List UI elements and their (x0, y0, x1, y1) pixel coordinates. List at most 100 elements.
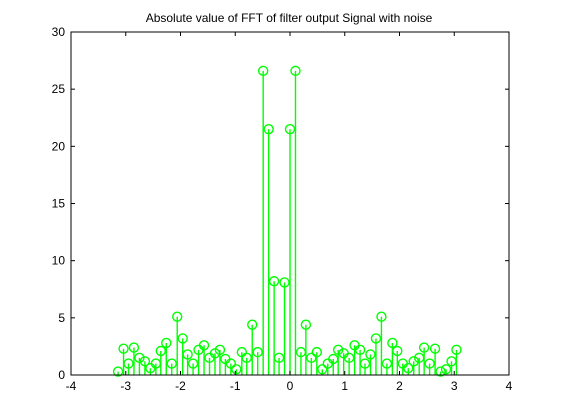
x-tick-label: -3 (120, 379, 131, 393)
stem (359, 358, 371, 375)
stem-marker (161, 337, 172, 349)
stem (177, 333, 188, 375)
stem-marker (370, 333, 382, 344)
y-tick-label: 15 (52, 197, 66, 211)
y-tick-label: 20 (52, 139, 66, 153)
stem-marker (273, 352, 285, 364)
stem (365, 349, 376, 375)
stem-marker (268, 276, 280, 287)
stem-marker (247, 319, 258, 330)
stem-marker (306, 352, 317, 364)
x-tick-label: 1 (341, 379, 348, 393)
stem-marker (198, 340, 210, 351)
stem (424, 358, 435, 375)
stem (418, 342, 430, 375)
stem (403, 362, 414, 375)
x-tick-label: 2 (396, 379, 403, 393)
stem (273, 352, 285, 375)
stem-marker (172, 311, 183, 322)
x-tick-label: 3 (451, 379, 458, 393)
stem (182, 349, 193, 375)
stem (429, 343, 441, 375)
stem-marker (332, 344, 344, 356)
stem (440, 364, 452, 375)
stem (279, 277, 290, 375)
stem (306, 352, 317, 375)
stem (284, 123, 296, 375)
stem (231, 364, 242, 375)
stem (247, 319, 258, 375)
stem-marker (177, 333, 188, 344)
stem (241, 352, 252, 375)
stem (451, 344, 462, 375)
stem (387, 337, 398, 375)
stem (123, 358, 134, 375)
stem (392, 345, 403, 375)
stem (300, 319, 312, 375)
stem (214, 344, 226, 375)
stem-marker (424, 358, 435, 369)
stem (317, 364, 328, 375)
stem-marker (365, 349, 376, 360)
stem-marker (123, 358, 134, 369)
stem-marker (311, 346, 323, 358)
x-tick-label: -2 (175, 379, 186, 393)
stem-marker (440, 364, 452, 375)
stem-marker (284, 123, 296, 135)
stem-marker (279, 277, 290, 288)
stem (187, 358, 199, 375)
stem-marker (134, 352, 145, 364)
stem (343, 352, 355, 375)
x-tick-label: -1 (230, 379, 241, 393)
stem (112, 366, 124, 377)
stem-marker (354, 344, 366, 356)
stem-marker (225, 358, 237, 369)
stem (172, 311, 183, 375)
stem-marker (403, 362, 414, 374)
stem (257, 65, 269, 375)
stem-marker (182, 349, 193, 360)
stem (139, 356, 151, 375)
stem-series (112, 65, 462, 377)
stem-marker (418, 342, 430, 353)
x-tick-label: 0 (287, 379, 294, 393)
stem-marker (252, 346, 263, 358)
stem-marker (128, 342, 140, 353)
stem (370, 333, 382, 375)
stem (198, 340, 210, 375)
stem (263, 123, 274, 375)
y-tick-label: 30 (52, 25, 66, 39)
stem-marker (359, 358, 371, 369)
stem (311, 346, 323, 375)
stem-marker (166, 358, 177, 369)
chart-title: Absolute value of FFT of filter output S… (146, 11, 433, 25)
stem (408, 356, 419, 375)
stem (332, 344, 344, 375)
stem-marker (290, 65, 301, 77)
stem-marker (263, 123, 274, 135)
stem (290, 65, 301, 375)
stem (155, 345, 166, 375)
stem (381, 358, 393, 375)
stem (435, 366, 446, 377)
stem-marker (429, 343, 441, 354)
stem (134, 352, 145, 375)
stem-marker (118, 343, 129, 354)
stem (376, 311, 387, 375)
y-tick-label: 10 (52, 254, 66, 268)
stem-marker (408, 356, 419, 367)
y-tick-label: 5 (58, 311, 65, 325)
stem-marker (435, 366, 446, 377)
stem-marker (300, 319, 312, 330)
stem-marker (317, 364, 328, 375)
y-tick-label: 25 (52, 82, 66, 96)
stem-marker (112, 366, 124, 377)
stem-marker (257, 65, 269, 77)
stem (128, 342, 140, 375)
stem-marker (241, 352, 252, 364)
stem-marker (139, 356, 151, 367)
stem (118, 343, 129, 375)
stem-marker (451, 344, 462, 356)
stem (252, 346, 263, 375)
